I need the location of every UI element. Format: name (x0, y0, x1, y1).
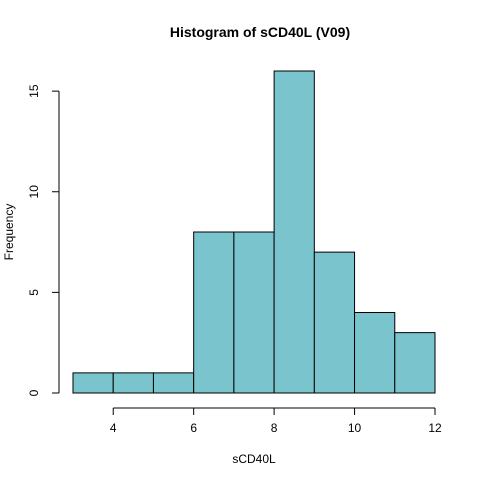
histogram-bar (233, 231, 275, 394)
y-tick-label: 0 (27, 389, 41, 396)
histogram-bar (313, 251, 356, 394)
y-tick-label: 5 (27, 289, 41, 296)
x-tick-label: 8 (271, 421, 278, 435)
x-tick-label: 6 (190, 421, 197, 435)
x-axis-label: sCD40L (232, 452, 276, 466)
y-tick-label: 10 (27, 185, 41, 199)
y-tick-label: 15 (27, 84, 41, 98)
x-axis: 4 6 8 10 12 (110, 407, 442, 435)
x-tick-label: 10 (348, 421, 362, 435)
y-axis: 0 5 10 15 (27, 84, 60, 396)
histogram-bar (193, 231, 235, 394)
histogram-bar (354, 312, 396, 394)
y-axis-label: Frequency (2, 204, 16, 261)
histogram-bar (72, 372, 114, 394)
x-tick-label: 12 (428, 421, 442, 435)
histogram-bar (112, 372, 154, 394)
histogram-bar (152, 372, 195, 394)
histogram-bar (394, 332, 436, 394)
x-tick-label: 4 (110, 421, 117, 435)
chart-title: Histogram of sCD40L (V09) (170, 24, 350, 40)
bars-group (72, 70, 436, 394)
histogram-bar (273, 70, 315, 394)
